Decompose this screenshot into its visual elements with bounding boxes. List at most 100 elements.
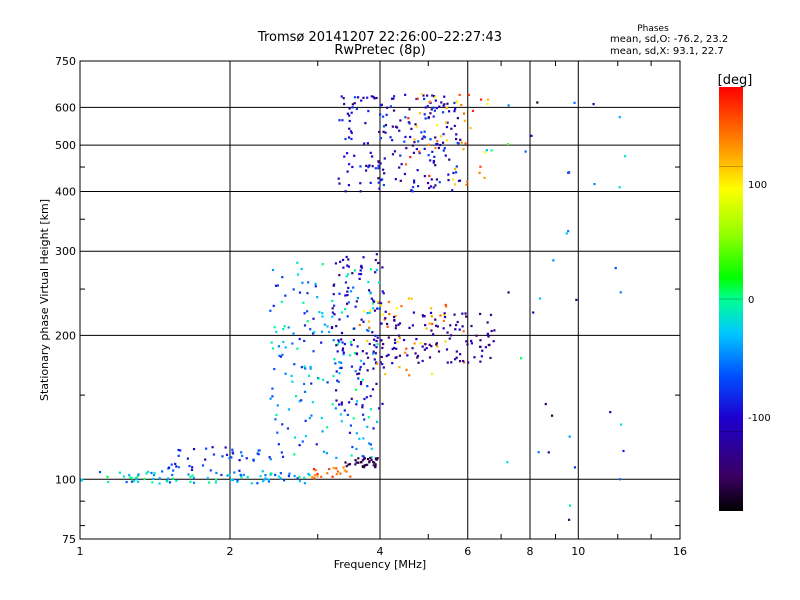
x-tick-label: 8 bbox=[527, 545, 534, 558]
data-point bbox=[435, 107, 438, 110]
data-point bbox=[128, 474, 131, 477]
data-point bbox=[432, 115, 435, 118]
data-point bbox=[331, 475, 334, 478]
data-point bbox=[363, 457, 366, 460]
data-point bbox=[364, 169, 368, 172]
data-point bbox=[392, 109, 396, 112]
data-point bbox=[379, 104, 382, 107]
data-point bbox=[375, 268, 378, 272]
x-axis-label: Frequency [MHz] bbox=[334, 558, 426, 571]
data-point bbox=[191, 474, 194, 477]
data-point bbox=[467, 361, 470, 364]
data-point bbox=[377, 261, 380, 265]
data-point bbox=[355, 300, 358, 303]
data-point bbox=[145, 472, 148, 475]
data-point bbox=[385, 354, 388, 358]
data-point bbox=[341, 341, 344, 344]
data-point bbox=[371, 302, 375, 305]
data-point bbox=[565, 232, 568, 235]
data-point bbox=[314, 282, 317, 286]
data-point bbox=[434, 164, 437, 167]
data-point bbox=[371, 352, 375, 355]
data-point bbox=[350, 111, 353, 114]
data-point bbox=[368, 164, 371, 167]
plot-frame bbox=[79, 60, 681, 540]
data-point bbox=[209, 469, 212, 472]
data-point bbox=[447, 173, 450, 176]
data-point bbox=[379, 304, 382, 307]
data-point bbox=[340, 366, 343, 369]
data-point bbox=[348, 119, 351, 123]
data-point bbox=[358, 368, 362, 371]
data-point bbox=[490, 149, 493, 152]
data-point bbox=[293, 363, 296, 366]
data-point bbox=[398, 166, 401, 169]
data-point bbox=[215, 478, 218, 481]
data-point bbox=[573, 101, 576, 104]
data-point bbox=[444, 305, 448, 308]
data-point bbox=[460, 141, 463, 144]
data-point bbox=[311, 476, 314, 479]
data-point bbox=[342, 351, 345, 354]
data-point bbox=[434, 146, 437, 150]
stats-line-o: mean, sd,O: -76.2, 23.2 bbox=[610, 34, 728, 45]
data-point bbox=[530, 134, 533, 137]
data-point bbox=[393, 150, 397, 153]
data-point bbox=[358, 272, 361, 276]
data-point bbox=[293, 436, 297, 439]
data-point bbox=[618, 115, 621, 119]
data-point bbox=[357, 457, 360, 460]
data-point bbox=[369, 456, 372, 460]
data-point bbox=[358, 277, 361, 280]
data-point bbox=[423, 147, 426, 150]
data-point bbox=[473, 356, 476, 359]
data-point bbox=[122, 475, 126, 478]
data-point bbox=[432, 95, 436, 98]
data-point bbox=[388, 312, 391, 316]
data-point bbox=[284, 294, 287, 297]
data-point bbox=[443, 103, 446, 106]
data-point bbox=[372, 299, 375, 302]
data-point bbox=[492, 340, 495, 343]
data-point bbox=[268, 456, 271, 459]
data-point bbox=[332, 339, 335, 342]
data-point bbox=[453, 183, 457, 186]
data-point bbox=[458, 93, 461, 97]
data-point bbox=[238, 459, 241, 462]
data-point bbox=[403, 140, 406, 143]
data-point bbox=[423, 97, 426, 101]
data-point bbox=[372, 95, 375, 98]
data-point bbox=[337, 380, 340, 383]
data-point bbox=[179, 449, 182, 452]
data-point bbox=[421, 137, 424, 140]
data-point bbox=[360, 266, 364, 269]
data-point bbox=[352, 338, 355, 342]
data-point bbox=[422, 94, 425, 97]
data-point bbox=[357, 377, 360, 380]
data-point bbox=[303, 312, 306, 315]
data-point bbox=[374, 465, 377, 468]
data-point bbox=[507, 104, 510, 107]
data-point bbox=[337, 339, 340, 342]
data-point bbox=[334, 262, 338, 265]
data-point bbox=[308, 417, 311, 420]
data-point bbox=[374, 352, 377, 355]
data-point bbox=[175, 465, 178, 468]
data-point bbox=[359, 365, 362, 369]
data-point bbox=[384, 124, 388, 127]
data-point bbox=[487, 343, 490, 347]
data-point bbox=[158, 477, 161, 480]
data-point bbox=[341, 349, 344, 352]
data-point bbox=[352, 417, 355, 420]
data-point bbox=[355, 432, 358, 435]
data-point bbox=[433, 155, 436, 158]
data-point bbox=[381, 290, 384, 293]
data-point bbox=[276, 284, 280, 287]
data-point bbox=[316, 472, 319, 476]
data-point bbox=[486, 98, 490, 101]
data-point bbox=[347, 258, 350, 261]
data-point bbox=[306, 320, 309, 323]
data-point bbox=[420, 131, 423, 134]
data-point bbox=[349, 341, 352, 344]
data-point bbox=[229, 478, 233, 481]
